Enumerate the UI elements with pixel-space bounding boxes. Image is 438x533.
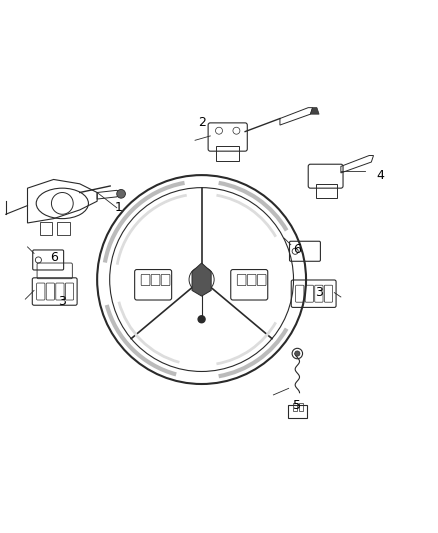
- Polygon shape: [192, 263, 211, 296]
- Circle shape: [295, 351, 300, 356]
- Text: 6: 6: [49, 251, 57, 264]
- Polygon shape: [311, 108, 319, 114]
- Circle shape: [117, 189, 125, 198]
- Text: 5: 5: [293, 399, 301, 412]
- Text: 3: 3: [58, 295, 66, 308]
- Text: 6: 6: [293, 243, 301, 256]
- Circle shape: [198, 316, 205, 322]
- Text: 1: 1: [115, 201, 123, 214]
- Text: 2: 2: [198, 116, 205, 130]
- Text: 3: 3: [315, 286, 323, 299]
- Text: 4: 4: [376, 168, 384, 182]
